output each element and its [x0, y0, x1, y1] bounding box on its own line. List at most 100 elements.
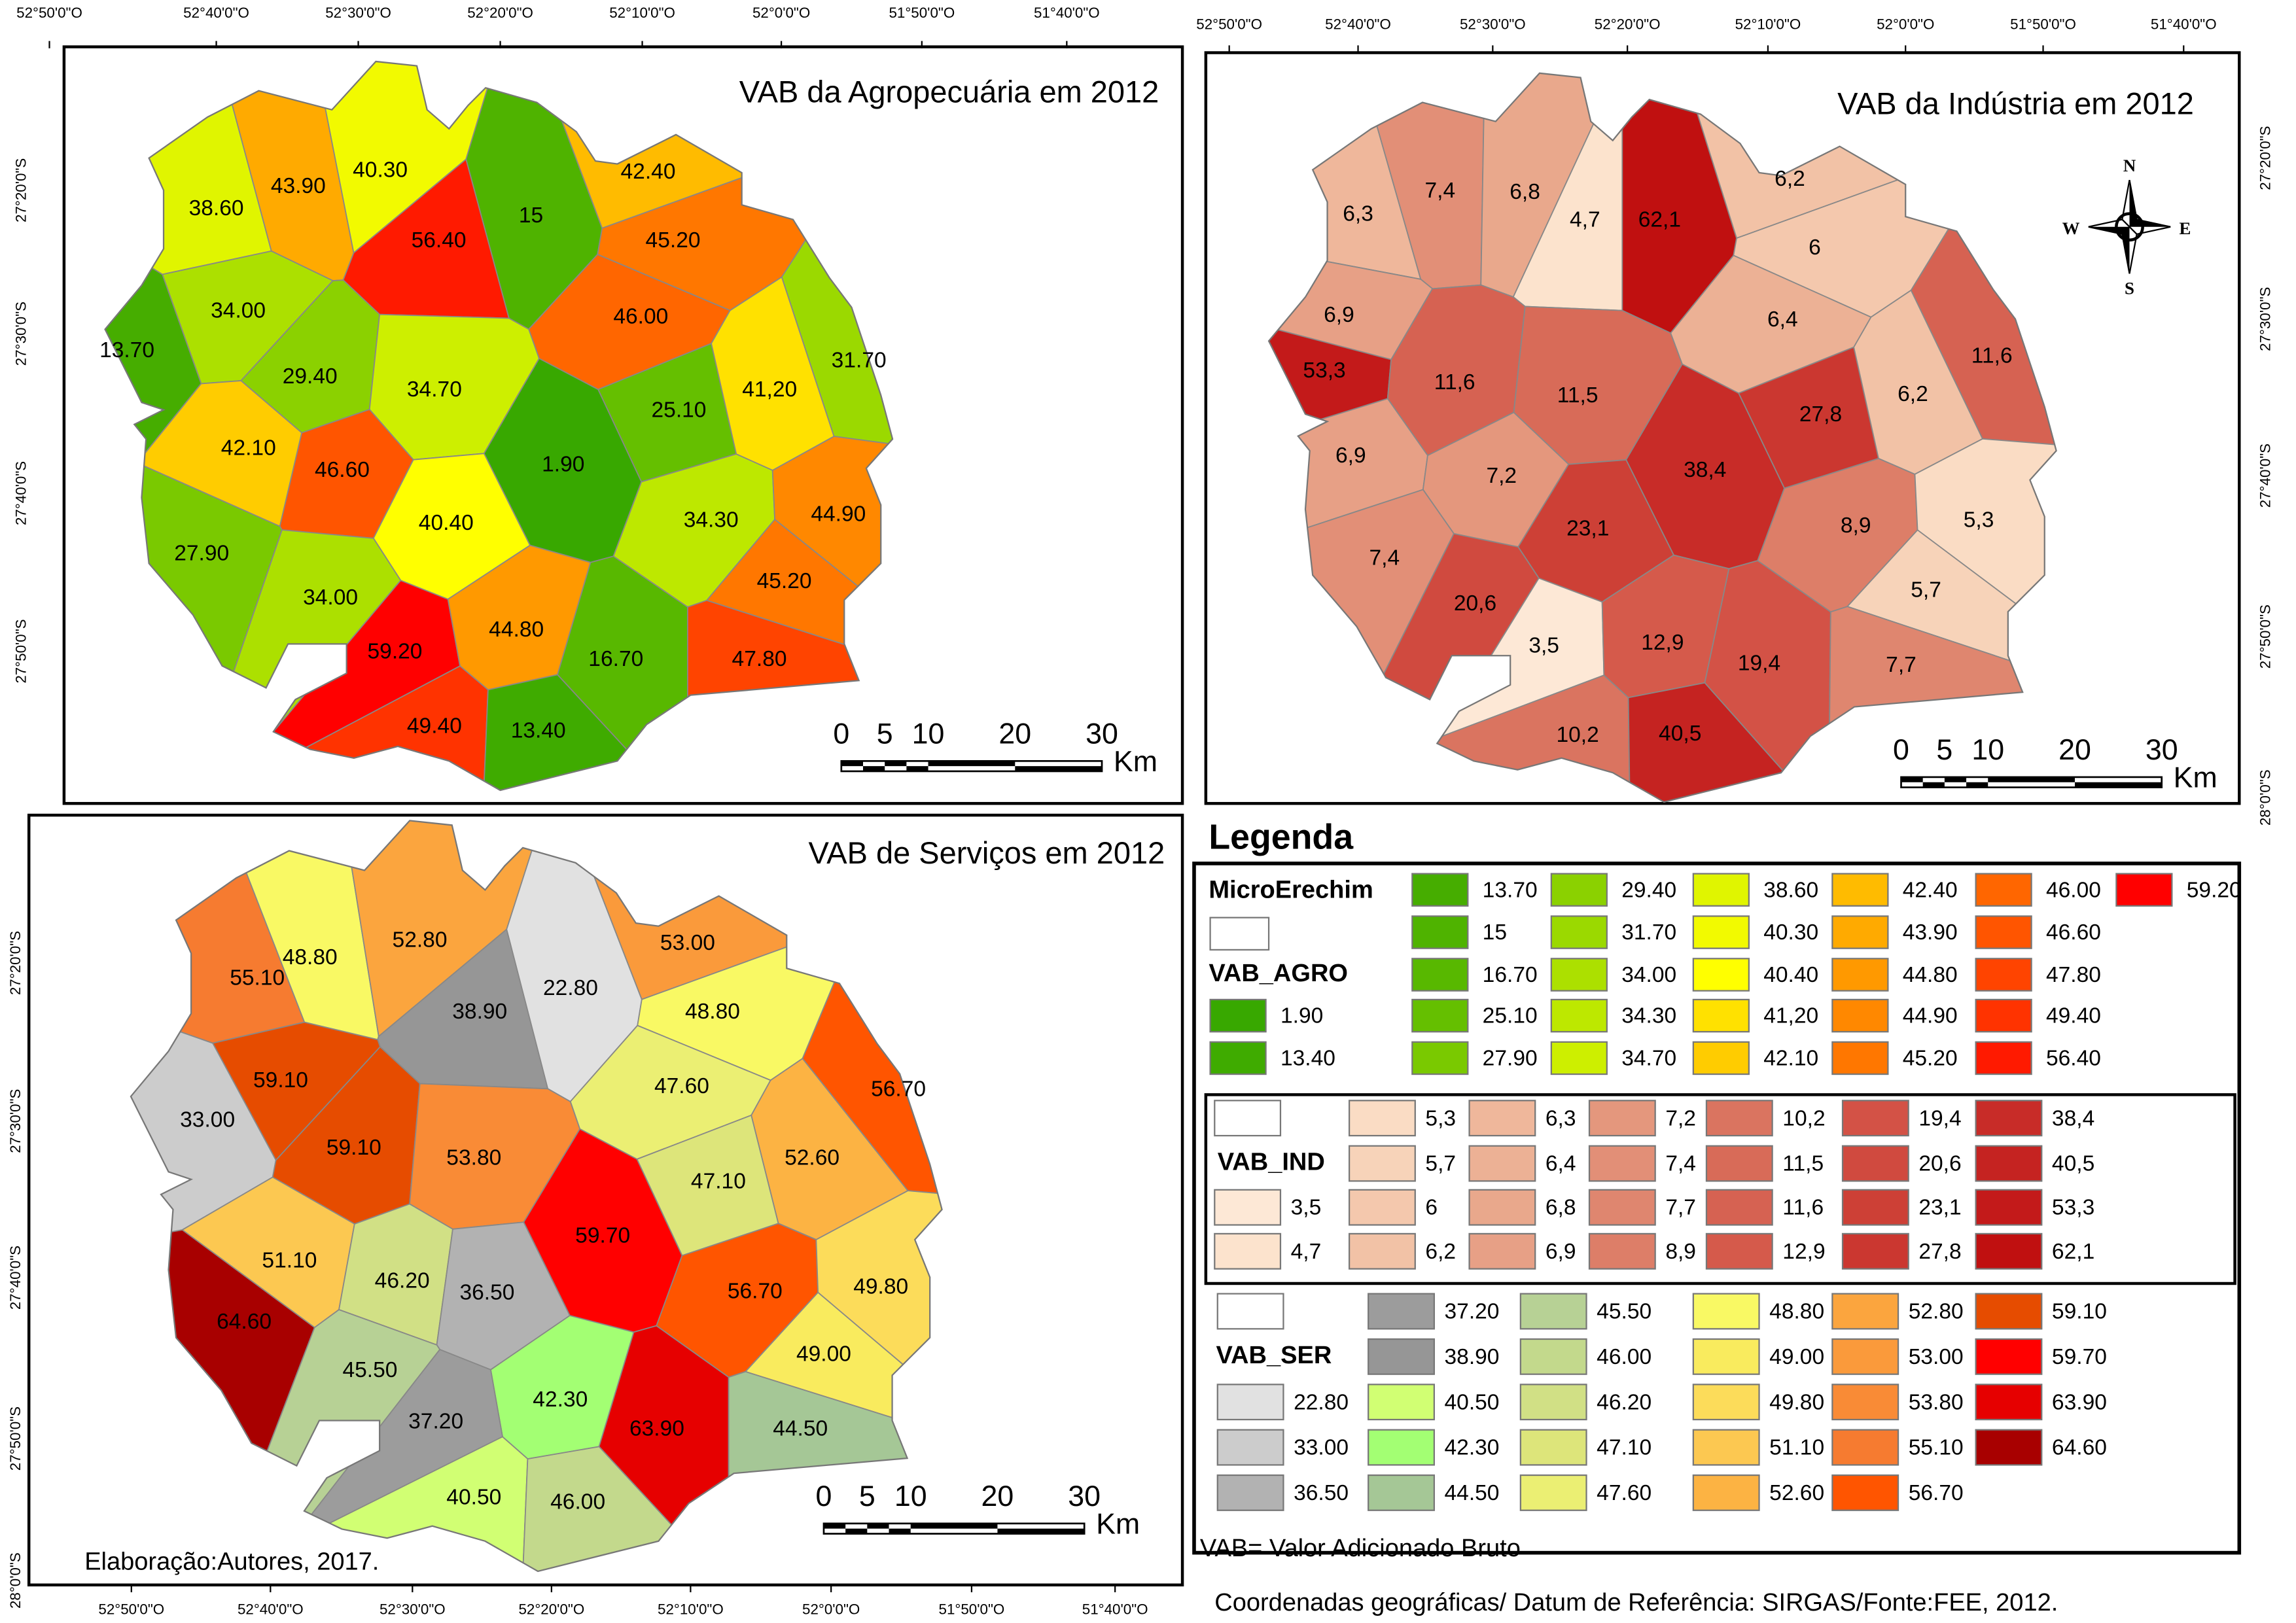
- municipality-value-label: 40.50: [446, 1486, 501, 1510]
- legend-value-label: 56.70: [1909, 1481, 1964, 1505]
- longitude-tick-label: 52°30'0"O: [1460, 16, 1526, 33]
- legend-value-label: 23,1: [1918, 1196, 1961, 1220]
- legend-swatch: [1841, 1232, 1909, 1270]
- latitude-tick-label: 27°30'0"S: [13, 302, 29, 366]
- longitude-tick-label: 52°10'0"O: [609, 5, 675, 21]
- legend-swatch: [1831, 1384, 1899, 1421]
- municipality-value-label: 1.90: [542, 452, 584, 476]
- legend-swatch: [1692, 1041, 1750, 1075]
- legend-value-label: 55.10: [1909, 1436, 1964, 1460]
- municipality-value-label: 6,4: [1767, 307, 1798, 332]
- municipality-value-label: 4,7: [1570, 208, 1600, 232]
- legend-swatch: [1368, 1384, 1435, 1421]
- legend-swatch: [1975, 1100, 2043, 1137]
- legend-swatch: [1831, 998, 1889, 1033]
- municipality-value-label: 45.20: [757, 569, 812, 593]
- legend-agro-heading: VAB_AGRO: [1209, 960, 1348, 987]
- municipality-value-label: 22.80: [543, 976, 598, 1000]
- legend-swatch: [1411, 958, 1469, 992]
- legend-swatch: [1348, 1145, 1416, 1182]
- longitude-tick-label: 52°20'0"O: [1595, 16, 1661, 33]
- legend-swatch: [1705, 1189, 1773, 1226]
- legend-swatch: [1216, 1429, 1284, 1466]
- municipality-polygon[interactable]: [1914, 438, 2064, 641]
- municipality-value-label: 8,9: [1841, 514, 1871, 538]
- legend-swatch: [1348, 1100, 1416, 1137]
- legend-swatch: [1841, 1100, 1909, 1137]
- legend-swatch: [1214, 1232, 1282, 1270]
- agro-region-outline: [104, 60, 894, 792]
- municipality-polygon[interactable]: [771, 436, 900, 621]
- legend-value-label: 6,4: [1545, 1152, 1576, 1176]
- municipality-value-label: 6,3: [1343, 202, 1373, 226]
- municipality-value-label: 59.20: [368, 640, 423, 664]
- legend-value-label: 37.20: [1445, 1300, 1500, 1324]
- legend-value-label: 42.40: [1903, 878, 1958, 902]
- compass-w-label: W: [2062, 218, 2080, 238]
- legend-swatch: [1216, 1384, 1284, 1421]
- north-arrow-compass-icon: N S E W: [2062, 156, 2191, 298]
- scale-tick-label: 10: [912, 717, 945, 750]
- latitude-tick-label: 27°20'0"S: [7, 931, 24, 995]
- scale-tick-label: 30: [2146, 733, 2178, 766]
- legend-swatch: [1588, 1189, 1656, 1226]
- legend-value-label: 53.80: [1909, 1390, 1964, 1414]
- legend-layer-name: MicroErechim: [1209, 876, 1373, 903]
- legend-swatch: [1348, 1232, 1416, 1270]
- latitude-tick-label: 27°40'0"S: [13, 461, 29, 525]
- legend-swatch: [1831, 1338, 1899, 1375]
- legend-value-label: 12,9: [1782, 1240, 1825, 1264]
- legend-value-label: 36.50: [1294, 1481, 1349, 1505]
- municipality-value-label: 53,3: [1303, 358, 1345, 383]
- legend-value-label: 25.10: [1483, 1004, 1538, 1028]
- latitude-tick-label: 27°30'0"S: [2257, 287, 2273, 351]
- municipality-value-label: 46.00: [550, 1490, 605, 1514]
- longitude-tick-label: 51°50'0"O: [2010, 16, 2076, 33]
- legend-value-label: 46.20: [1597, 1390, 1651, 1414]
- ind-map-frame: [1204, 51, 2241, 805]
- municipality-value-label: 37.20: [408, 1409, 463, 1433]
- legend-value-label: 13.70: [1483, 878, 1538, 902]
- municipality-value-label: 53.00: [660, 931, 715, 955]
- legend-value-label: 47.80: [2046, 963, 2101, 987]
- longitude-tick-label: 52°0'0"O: [752, 5, 810, 21]
- latitude-tick-label: 27°50'0"S: [13, 619, 29, 683]
- municipality-value-label: 46.20: [375, 1269, 430, 1293]
- municipality-value-label: 49.80: [853, 1275, 908, 1299]
- legend-value-label: 42.10: [1763, 1047, 1818, 1071]
- legend-value-label: 40,5: [2052, 1152, 2094, 1176]
- scale-tick-label: 30: [1068, 1480, 1101, 1512]
- scale-tick-label: 5: [1936, 733, 1952, 766]
- legend-value-label: 53,3: [2052, 1196, 2094, 1220]
- municipality-value-label: 10,2: [1556, 723, 1598, 747]
- latitude-tick-label: 27°30'0"S: [7, 1089, 24, 1153]
- scale-tick-label: 20: [2058, 733, 2091, 766]
- legend-swatch: [1692, 1293, 1760, 1330]
- legend-swatch: [1588, 1232, 1656, 1270]
- legend-swatch: [1368, 1429, 1435, 1466]
- municipality-value-label: 11,5: [1557, 383, 1598, 408]
- municipality-value-label: 33.00: [180, 1108, 235, 1132]
- municipality-value-label: 59.10: [253, 1068, 308, 1092]
- legend-swatch: [1705, 1100, 1773, 1137]
- legend-value-label: 11,5: [1782, 1152, 1824, 1176]
- legend-swatch: [1368, 1338, 1435, 1375]
- legend-value-label: 5,7: [1425, 1152, 1456, 1176]
- longitude-tick-label: 52°50'0"O: [1196, 16, 1262, 33]
- legend-note: VAB= Valor Adicionado Bruto: [1200, 1535, 1521, 1562]
- longitude-tick-label: 51°50'0"O: [939, 1601, 1005, 1618]
- longitude-tick-label: 52°40'0"O: [238, 1601, 304, 1618]
- longitude-tick-label: 52°50'0"O: [16, 5, 82, 21]
- municipality-value-label: 48.80: [685, 1000, 740, 1024]
- municipality-value-label: 40,5: [1659, 722, 1701, 746]
- legend-swatch: [1831, 958, 1889, 992]
- municipality-value-label: 51.10: [262, 1248, 317, 1272]
- legend-swatch: [1975, 1232, 2043, 1270]
- legend-value-label: 38.60: [1763, 878, 1818, 902]
- municipality-value-label: 44.90: [811, 502, 866, 526]
- legend-swatch: [1692, 915, 1750, 949]
- legend-swatch: [1368, 1474, 1435, 1511]
- scale-unit-label: Km: [2174, 761, 2217, 794]
- municipality-value-label: 52.60: [785, 1146, 839, 1170]
